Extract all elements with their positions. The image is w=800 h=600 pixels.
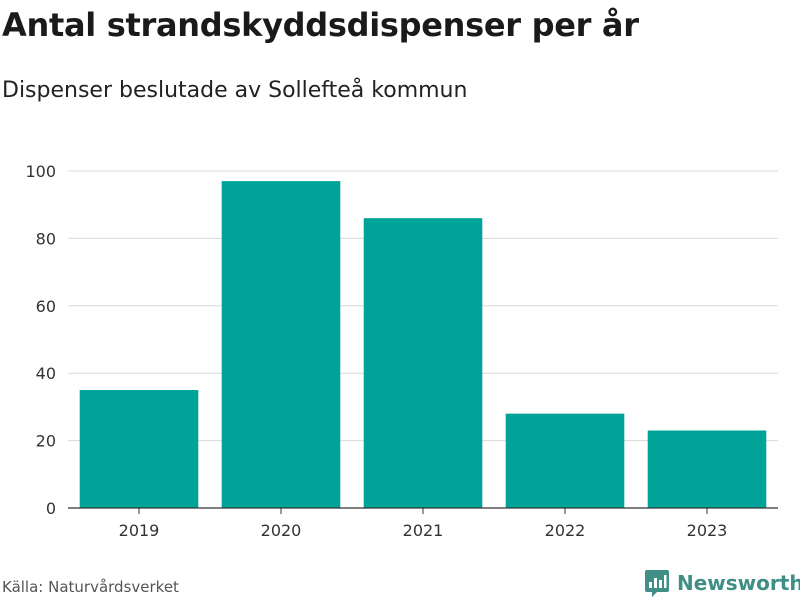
bar-2023[interactable] bbox=[647, 430, 767, 508]
y-tick-label: 40 bbox=[36, 364, 56, 383]
chart-title: Antal strandskyddsdispenser per år bbox=[2, 6, 639, 44]
bar-2019[interactable] bbox=[79, 390, 199, 508]
y-tick-label: 20 bbox=[36, 432, 56, 451]
x-tick-label: 2023 bbox=[687, 521, 728, 540]
axes: 0 20 40 60 80 100 2019 2020 2021 2022 2023 bbox=[25, 162, 778, 540]
chart-subtitle: Dispenser beslutade av Sollefteå kommun bbox=[2, 78, 468, 103]
x-tick-label: 2019 bbox=[119, 521, 160, 540]
bar-2022[interactable] bbox=[505, 413, 625, 508]
brand-name: Newsworthy bbox=[677, 571, 800, 595]
bars bbox=[79, 181, 767, 509]
bar-2021[interactable] bbox=[363, 218, 483, 508]
y-tick-label: 80 bbox=[36, 229, 56, 248]
x-tick-label: 2022 bbox=[545, 521, 586, 540]
y-tick-label: 60 bbox=[36, 297, 56, 316]
brand-logo: Newsworthy bbox=[644, 568, 800, 598]
source-note: Källa: Naturvårdsverket bbox=[2, 578, 179, 596]
x-tick-label: 2021 bbox=[403, 521, 444, 540]
x-tick-label: 2020 bbox=[261, 521, 302, 540]
newsworthy-logo-icon bbox=[645, 570, 669, 597]
y-tick-label: 0 bbox=[46, 499, 56, 518]
bar-2020[interactable] bbox=[221, 181, 341, 509]
y-tick-label: 100 bbox=[25, 162, 56, 181]
